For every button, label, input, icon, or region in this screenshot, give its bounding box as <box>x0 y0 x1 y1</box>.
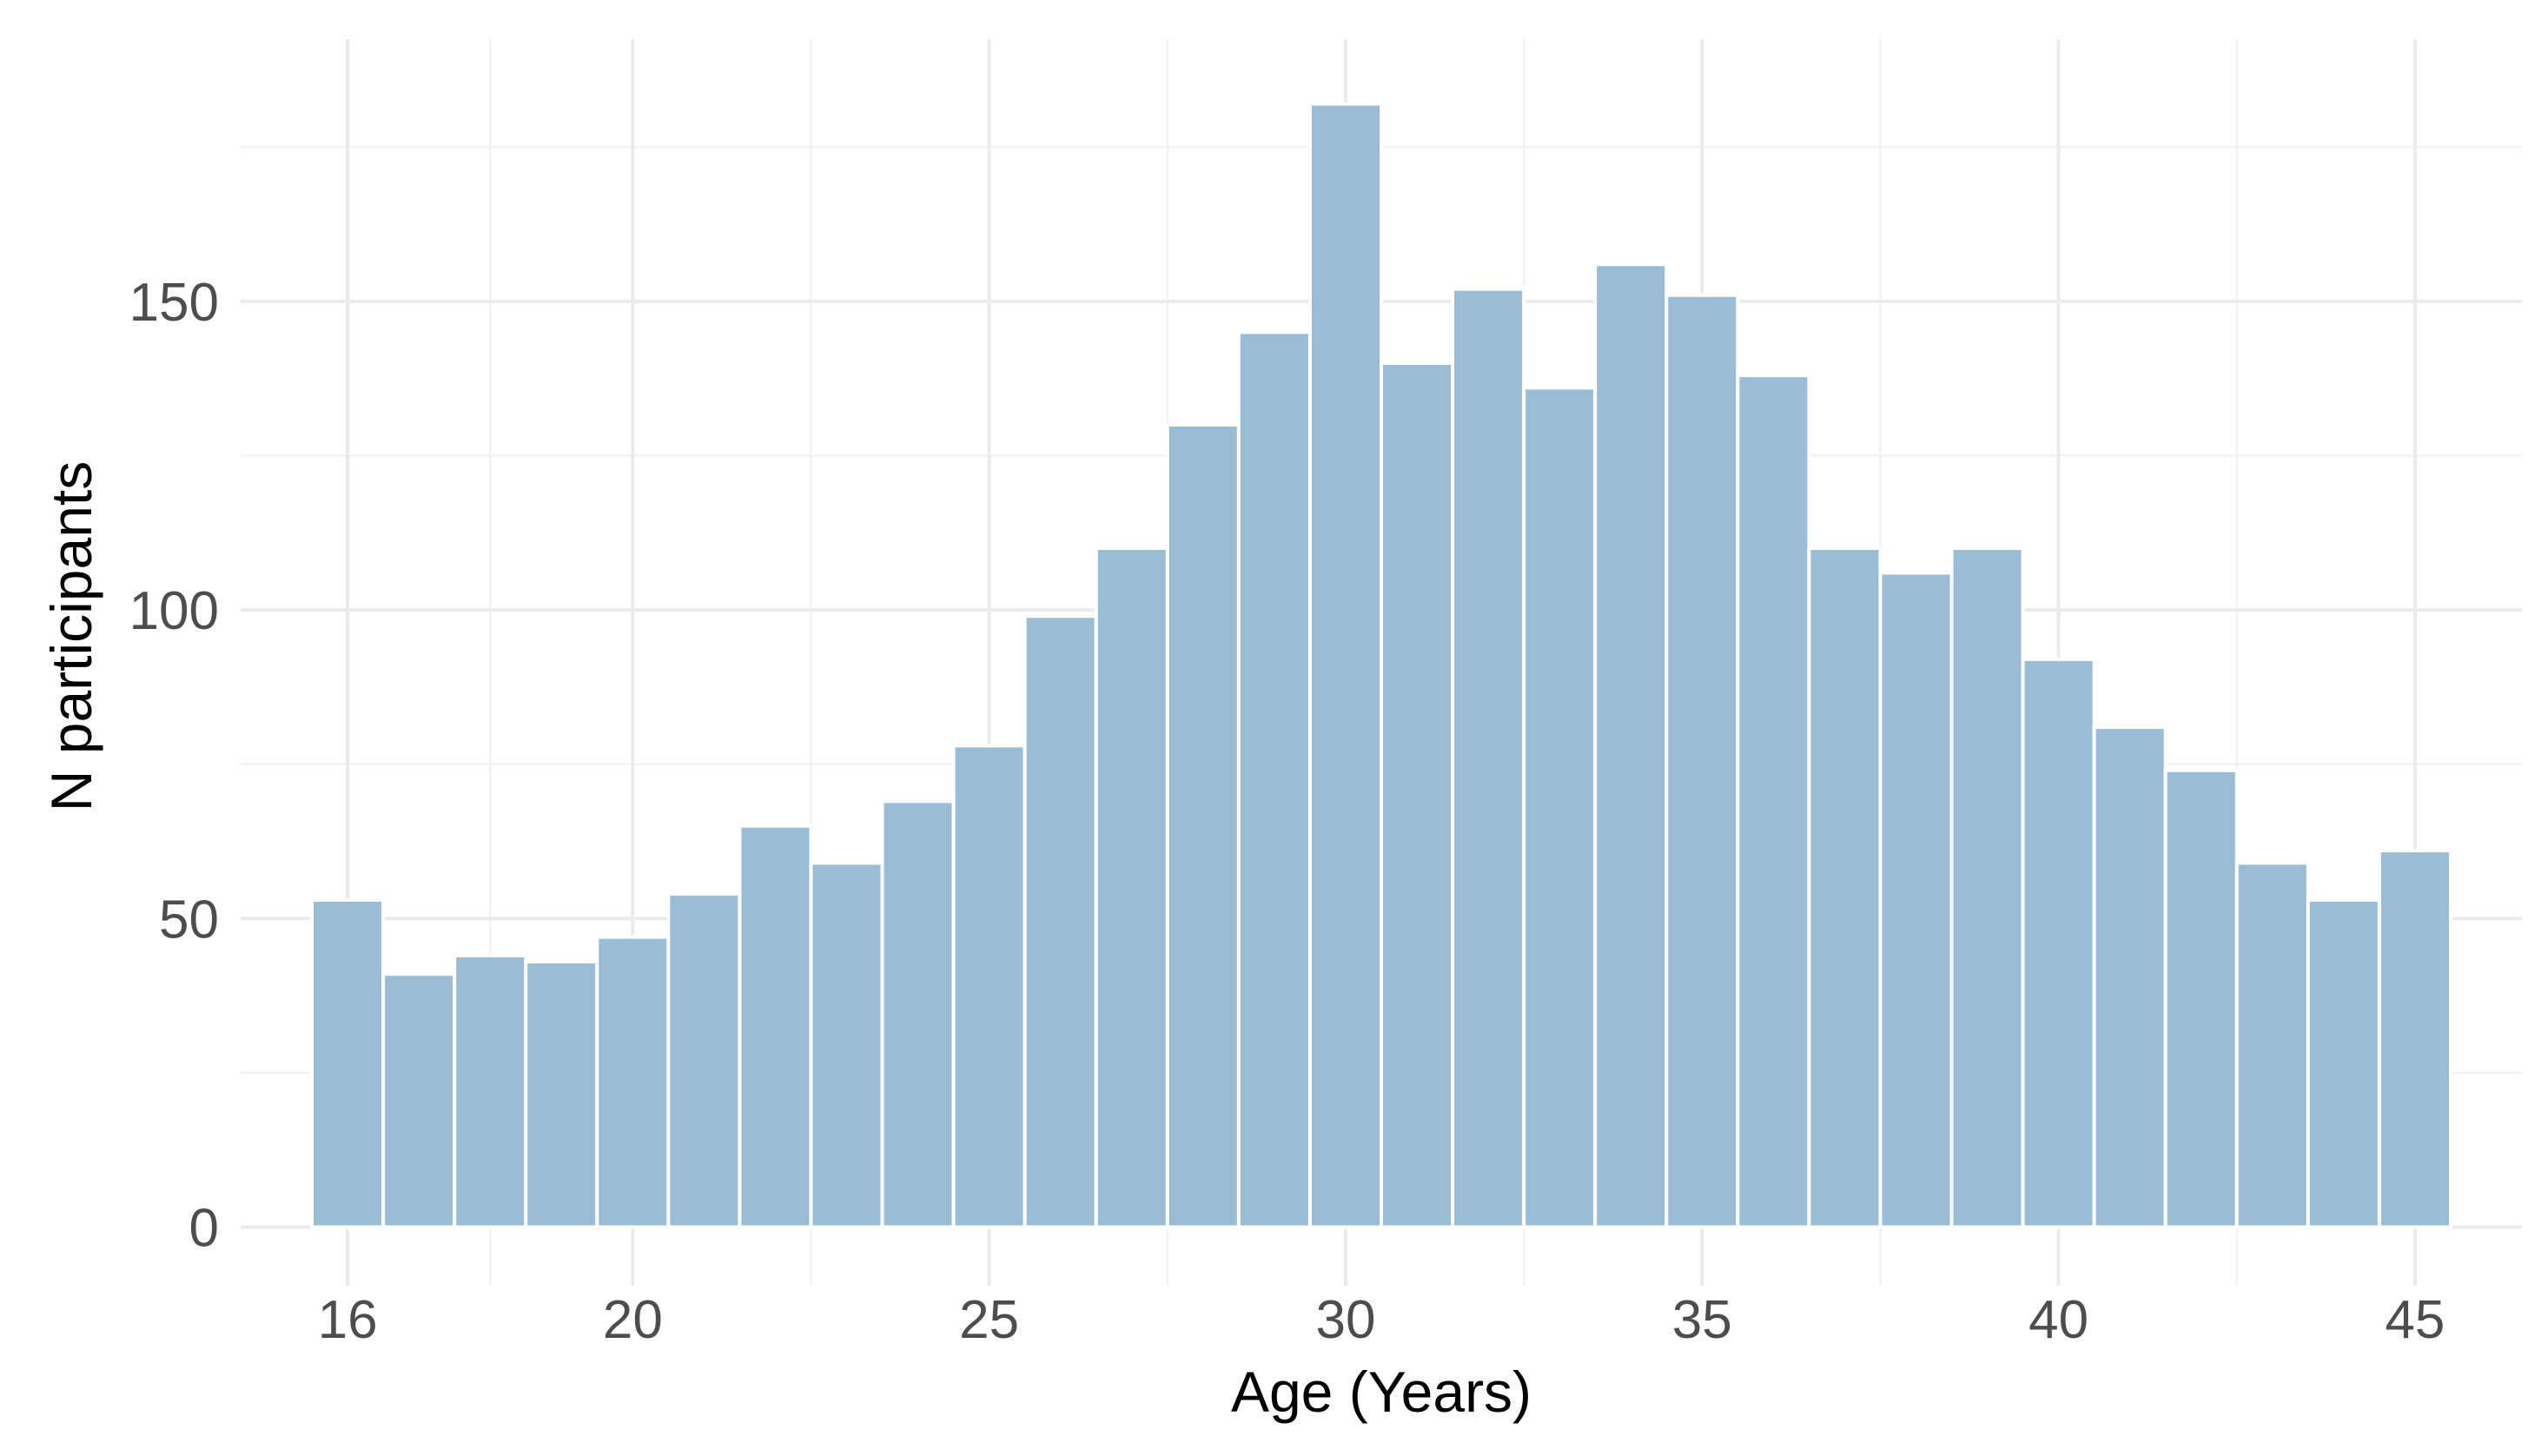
histogram-bar <box>524 960 599 1229</box>
x-tick-label: 35 <box>1672 1290 1732 1350</box>
histogram-bar <box>2163 768 2239 1229</box>
histogram-bar <box>1023 614 1098 1229</box>
x-tick-label: 45 <box>2385 1290 2445 1350</box>
histogram-bar <box>1593 262 1669 1229</box>
histogram-bar <box>1949 546 2025 1229</box>
histogram-bar <box>1165 422 1241 1229</box>
bar-series <box>310 102 2452 1229</box>
histogram-bar <box>951 744 1027 1229</box>
x-tick-label: 16 <box>318 1290 378 1350</box>
x-tick-label: 25 <box>959 1290 1019 1350</box>
x-axis-ticks: 16 20 25 30 35 40 45 <box>318 1290 2445 1350</box>
x-tick-label: 30 <box>1315 1290 1375 1350</box>
histogram-bar <box>1664 293 1740 1229</box>
histogram-bar <box>2092 725 2167 1229</box>
y-tick-label: 50 <box>159 890 219 950</box>
histogram-bar <box>1878 571 1954 1229</box>
histogram-bar <box>1451 287 1526 1229</box>
histogram-bar <box>738 824 813 1229</box>
y-tick-label: 100 <box>129 581 219 641</box>
histogram-bar <box>666 891 742 1229</box>
histogram-bar <box>310 898 386 1229</box>
histogram-bar <box>2306 898 2381 1229</box>
histogram-bar <box>1736 374 1811 1229</box>
x-axis-title: Age (Years) <box>1231 1360 1532 1424</box>
histogram-bar <box>1807 546 1883 1229</box>
histogram-bar <box>1380 361 1455 1229</box>
x-tick-label: 20 <box>603 1290 663 1350</box>
x-tick-label: 40 <box>2028 1290 2088 1350</box>
histogram-bar <box>809 861 884 1229</box>
histogram-bar <box>2234 861 2310 1229</box>
histogram-bar <box>381 972 457 1229</box>
histogram-bar <box>2021 657 2096 1229</box>
y-axis-ticks: 0 50 100 150 <box>129 273 219 1259</box>
histogram-bar <box>1307 102 1383 1229</box>
histogram-bar <box>2377 849 2452 1229</box>
histogram-bar <box>1094 546 1169 1229</box>
y-tick-label: 150 <box>129 273 219 333</box>
histogram-bar <box>453 953 528 1229</box>
histogram-bar <box>1236 330 1312 1229</box>
histogram-bar <box>880 799 956 1229</box>
y-tick-label: 0 <box>189 1199 219 1259</box>
histogram-bar <box>595 935 671 1229</box>
histogram-bar <box>1522 386 1598 1229</box>
y-axis-title: N participants <box>39 461 103 812</box>
